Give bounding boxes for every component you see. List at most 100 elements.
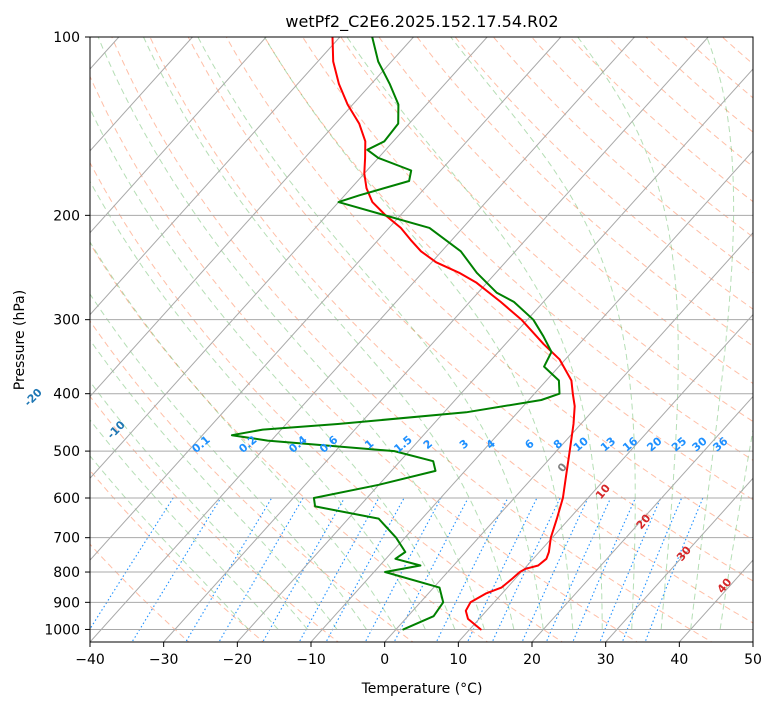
y-tick-label: 400 xyxy=(53,387,80,403)
mixing-ratio-label: 6 xyxy=(522,437,536,452)
mixing-ratio-line xyxy=(298,497,380,642)
y-tick-label: 300 xyxy=(53,313,80,329)
moist-adiabat-line xyxy=(719,427,753,630)
mixing-ratio-label: 1.5 xyxy=(392,433,415,455)
y-tick-label: 200 xyxy=(53,208,80,224)
dry-adiabat-line xyxy=(90,75,638,642)
dry-adiabat-line xyxy=(90,320,414,642)
moist-adiabat-line xyxy=(90,293,367,630)
dry-adiabat-line xyxy=(111,37,713,642)
moist-adiabat-line xyxy=(263,37,574,630)
dewpoint-line xyxy=(230,37,561,631)
isotherm-line xyxy=(90,37,267,234)
isotherm-line xyxy=(90,37,193,152)
dry-adiabat-line xyxy=(187,37,753,582)
x-tick-label: −30 xyxy=(149,652,179,668)
y-tick-label: 1000 xyxy=(44,622,80,638)
isotherm-line xyxy=(531,395,753,642)
x-tick-label: 50 xyxy=(744,652,762,668)
chart-title: wetPf2_C2E6.2025.152.17.54.R02 xyxy=(285,12,558,32)
y-tick-label: 500 xyxy=(53,444,80,460)
y-tick-label: 900 xyxy=(53,595,80,611)
moist-adiabat-line xyxy=(346,37,603,630)
mixing-ratio-line xyxy=(572,497,636,642)
mixing-ratio-line xyxy=(185,497,273,642)
background-lines xyxy=(90,24,775,645)
x-tick-label: −40 xyxy=(75,652,105,668)
isotherm-line xyxy=(90,37,488,480)
isotherm-line xyxy=(605,477,753,642)
mixing-ratio-label: 8 xyxy=(551,437,565,452)
moist-adiabat-line xyxy=(90,180,426,630)
mixing-ratio-label: 0.6 xyxy=(317,433,341,456)
moist-adiabat-label: 20 xyxy=(634,511,654,531)
isotherm-line xyxy=(90,37,562,561)
dry-adiabat-line xyxy=(378,37,753,385)
moist-adiabat-line xyxy=(90,380,308,630)
mixing-ratio-line xyxy=(491,497,561,642)
isotherm-line xyxy=(310,150,753,642)
moist-adiabat-line xyxy=(690,37,735,630)
isotherm-line xyxy=(163,37,709,642)
dry-adiabat-line xyxy=(530,37,753,238)
mixing-ratio-line xyxy=(90,497,174,630)
moist-adiabat-line xyxy=(90,339,338,630)
dry-adiabat-line xyxy=(263,37,753,501)
dry-adiabat-line xyxy=(721,37,753,65)
dry-adiabat-line xyxy=(492,37,753,274)
dry-adiabat-line xyxy=(90,543,190,642)
dry-adiabat-line xyxy=(645,37,753,133)
isotherm-line xyxy=(90,37,414,398)
mixing-ratio-line xyxy=(545,497,612,642)
mixing-ratio-line xyxy=(644,497,704,642)
isotherm-line xyxy=(90,37,635,642)
x-axis: −40 −30 −20 −10 0 10 20 30 40 50 xyxy=(75,642,762,668)
y-axis: 100 200 300 400 500 600 700 800 900 1000 xyxy=(44,30,90,638)
dry-adiabat-line xyxy=(90,469,265,642)
mixing-ratio-line xyxy=(435,497,509,642)
series-layer xyxy=(230,37,576,631)
isotherm-line xyxy=(384,231,753,642)
moist-adiabat-line xyxy=(90,455,249,630)
isotherm-line xyxy=(90,37,341,316)
y-axis-label: Pressure (hPa) xyxy=(12,290,28,390)
y-tick-label: 100 xyxy=(53,30,80,46)
x-tick-label: 20 xyxy=(523,652,541,668)
dry-adiabat-label: -10 xyxy=(105,418,128,441)
x-axis-label: Temperature (°C) xyxy=(361,681,483,697)
dry-adiabat-line xyxy=(746,24,775,645)
moist-adiabat-label: 40 xyxy=(715,575,735,595)
moist-adiabat-line xyxy=(197,37,544,630)
x-tick-label: 10 xyxy=(449,652,467,668)
dry-adiabat-line xyxy=(225,37,753,541)
mixing-ratio-line xyxy=(621,497,683,642)
mixing-ratio-line xyxy=(262,497,345,642)
mixing-ratio-line xyxy=(131,497,222,642)
y-tick-label: 600 xyxy=(53,491,80,507)
mixing-ratio-label: 0.1 xyxy=(189,433,212,455)
mixing-ratio-label: 2 xyxy=(421,437,435,452)
x-tick-label: 30 xyxy=(597,652,615,668)
isotherm-line xyxy=(457,313,753,642)
plot-frame xyxy=(89,36,754,643)
x-tick-label: 0 xyxy=(380,652,389,668)
dry-adiabat-line xyxy=(569,37,753,203)
moist-adiabat-line xyxy=(450,37,636,630)
adiabat-labels: 0.10.20.40.611.52346810131620253036-100-… xyxy=(22,386,735,596)
mixing-ratio-line xyxy=(521,497,589,642)
mixing-ratio-label: 0.4 xyxy=(286,433,310,456)
moist-adiabat-line xyxy=(97,37,485,630)
dry-adiabat-line xyxy=(416,37,753,347)
moist-adiabat-label: 10 xyxy=(593,481,613,501)
dry-adiabat-line xyxy=(90,395,340,642)
x-tick-label: −20 xyxy=(223,652,253,668)
mixing-ratio-line xyxy=(393,497,469,642)
moist-adiabat-line xyxy=(577,37,679,630)
temperature-line xyxy=(331,37,576,631)
isotherm-line xyxy=(236,68,753,642)
moist-adiabat-line xyxy=(143,37,515,630)
mixing-ratio-line xyxy=(599,497,662,642)
y-tick-label: 800 xyxy=(53,565,80,581)
x-tick-label: −10 xyxy=(296,652,326,668)
